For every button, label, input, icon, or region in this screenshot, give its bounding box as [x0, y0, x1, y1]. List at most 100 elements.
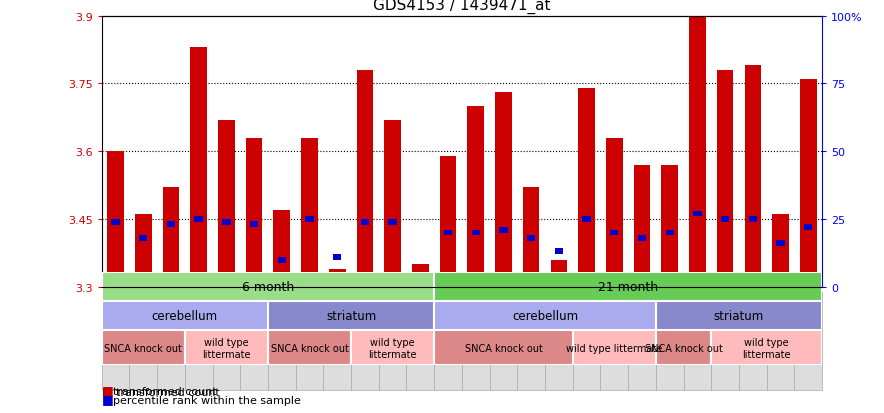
Text: percentile rank within the sample: percentile rank within the sample [113, 395, 301, 405]
Bar [268, 330, 351, 366]
Text: cerebellum: cerebellum [512, 309, 578, 323]
Text: striatum: striatum [326, 309, 377, 323]
Bar [139, 235, 148, 241]
Bar [385, 120, 401, 287]
Bar [388, 219, 397, 225]
Bar [766, 292, 795, 390]
Title: GDS4153 / 1439471_at: GDS4153 / 1439471_at [373, 0, 551, 14]
Text: wild type
littermate: wild type littermate [743, 337, 791, 359]
Bar [157, 292, 185, 390]
Bar [278, 257, 286, 263]
Bar [324, 292, 351, 390]
Text: SNCA knock out: SNCA knock out [464, 343, 543, 353]
Bar [246, 138, 263, 287]
Bar [800, 80, 817, 287]
Bar [356, 71, 373, 287]
Bar [250, 222, 258, 228]
Bar [495, 93, 512, 287]
Bar [517, 292, 545, 390]
Bar [527, 235, 536, 241]
Text: 6 month: 6 month [242, 280, 294, 294]
Bar [102, 330, 185, 366]
Bar [212, 292, 240, 390]
Text: cerebellum: cerebellum [152, 309, 217, 323]
Text: ■: ■ [102, 392, 113, 405]
Text: SNCA knock out: SNCA knock out [271, 343, 348, 353]
Bar [690, 17, 705, 287]
Bar [555, 249, 563, 255]
Bar [444, 230, 453, 236]
Bar [795, 292, 822, 390]
Bar [107, 152, 124, 287]
Bar [111, 219, 119, 225]
Bar [329, 269, 346, 287]
Bar [167, 222, 175, 228]
Bar [434, 273, 822, 301]
Bar [305, 216, 314, 222]
Bar [218, 120, 234, 287]
Bar [721, 216, 729, 222]
Bar [804, 225, 812, 230]
Bar [656, 292, 683, 390]
Bar [268, 292, 295, 390]
Bar [638, 235, 646, 241]
Bar [610, 230, 619, 236]
Text: wild type
littermate: wild type littermate [202, 337, 250, 359]
Bar [578, 89, 595, 287]
Bar [712, 292, 739, 390]
Bar [462, 292, 490, 390]
Bar [499, 227, 507, 233]
Bar [295, 292, 324, 390]
Bar [333, 254, 341, 260]
Text: striatum: striatum [714, 309, 764, 323]
Bar [661, 165, 678, 287]
Bar [439, 156, 456, 287]
Bar [135, 215, 151, 287]
Text: SNCA knock out: SNCA knock out [104, 343, 182, 353]
Bar [240, 292, 268, 390]
Bar [712, 330, 822, 366]
Bar [471, 230, 480, 236]
Bar [490, 292, 517, 390]
Bar [185, 330, 268, 366]
Bar [102, 292, 129, 390]
Bar [194, 216, 202, 222]
Bar [301, 138, 318, 287]
Bar [573, 330, 656, 366]
Text: transformed count: transformed count [113, 387, 217, 396]
Bar [573, 292, 600, 390]
Bar [412, 264, 429, 287]
Bar [717, 71, 734, 287]
Bar [163, 188, 179, 287]
Bar [666, 230, 674, 236]
Text: ■ transformed count: ■ transformed count [102, 387, 219, 396]
Text: 21 month: 21 month [598, 280, 659, 294]
Bar [273, 210, 290, 287]
Text: wild type littermate: wild type littermate [566, 343, 662, 353]
Bar [739, 292, 766, 390]
Bar [776, 241, 785, 247]
Bar [102, 301, 268, 330]
Bar [522, 188, 539, 287]
Bar [606, 138, 622, 287]
Bar [634, 165, 651, 287]
Bar [434, 292, 461, 390]
Bar [600, 292, 629, 390]
Bar [545, 292, 573, 390]
Bar [773, 215, 789, 287]
Bar [102, 273, 434, 301]
Bar [656, 301, 822, 330]
Bar [434, 301, 656, 330]
Text: ■: ■ [102, 384, 113, 396]
Bar [629, 292, 656, 390]
Bar [683, 292, 712, 390]
Text: SNCA knock out: SNCA knock out [644, 343, 722, 353]
Bar [268, 301, 434, 330]
Bar [749, 216, 757, 222]
Bar [468, 107, 484, 287]
Bar [185, 292, 212, 390]
Bar [361, 219, 369, 225]
Bar [551, 260, 568, 287]
Bar [129, 292, 157, 390]
Bar [434, 330, 573, 366]
